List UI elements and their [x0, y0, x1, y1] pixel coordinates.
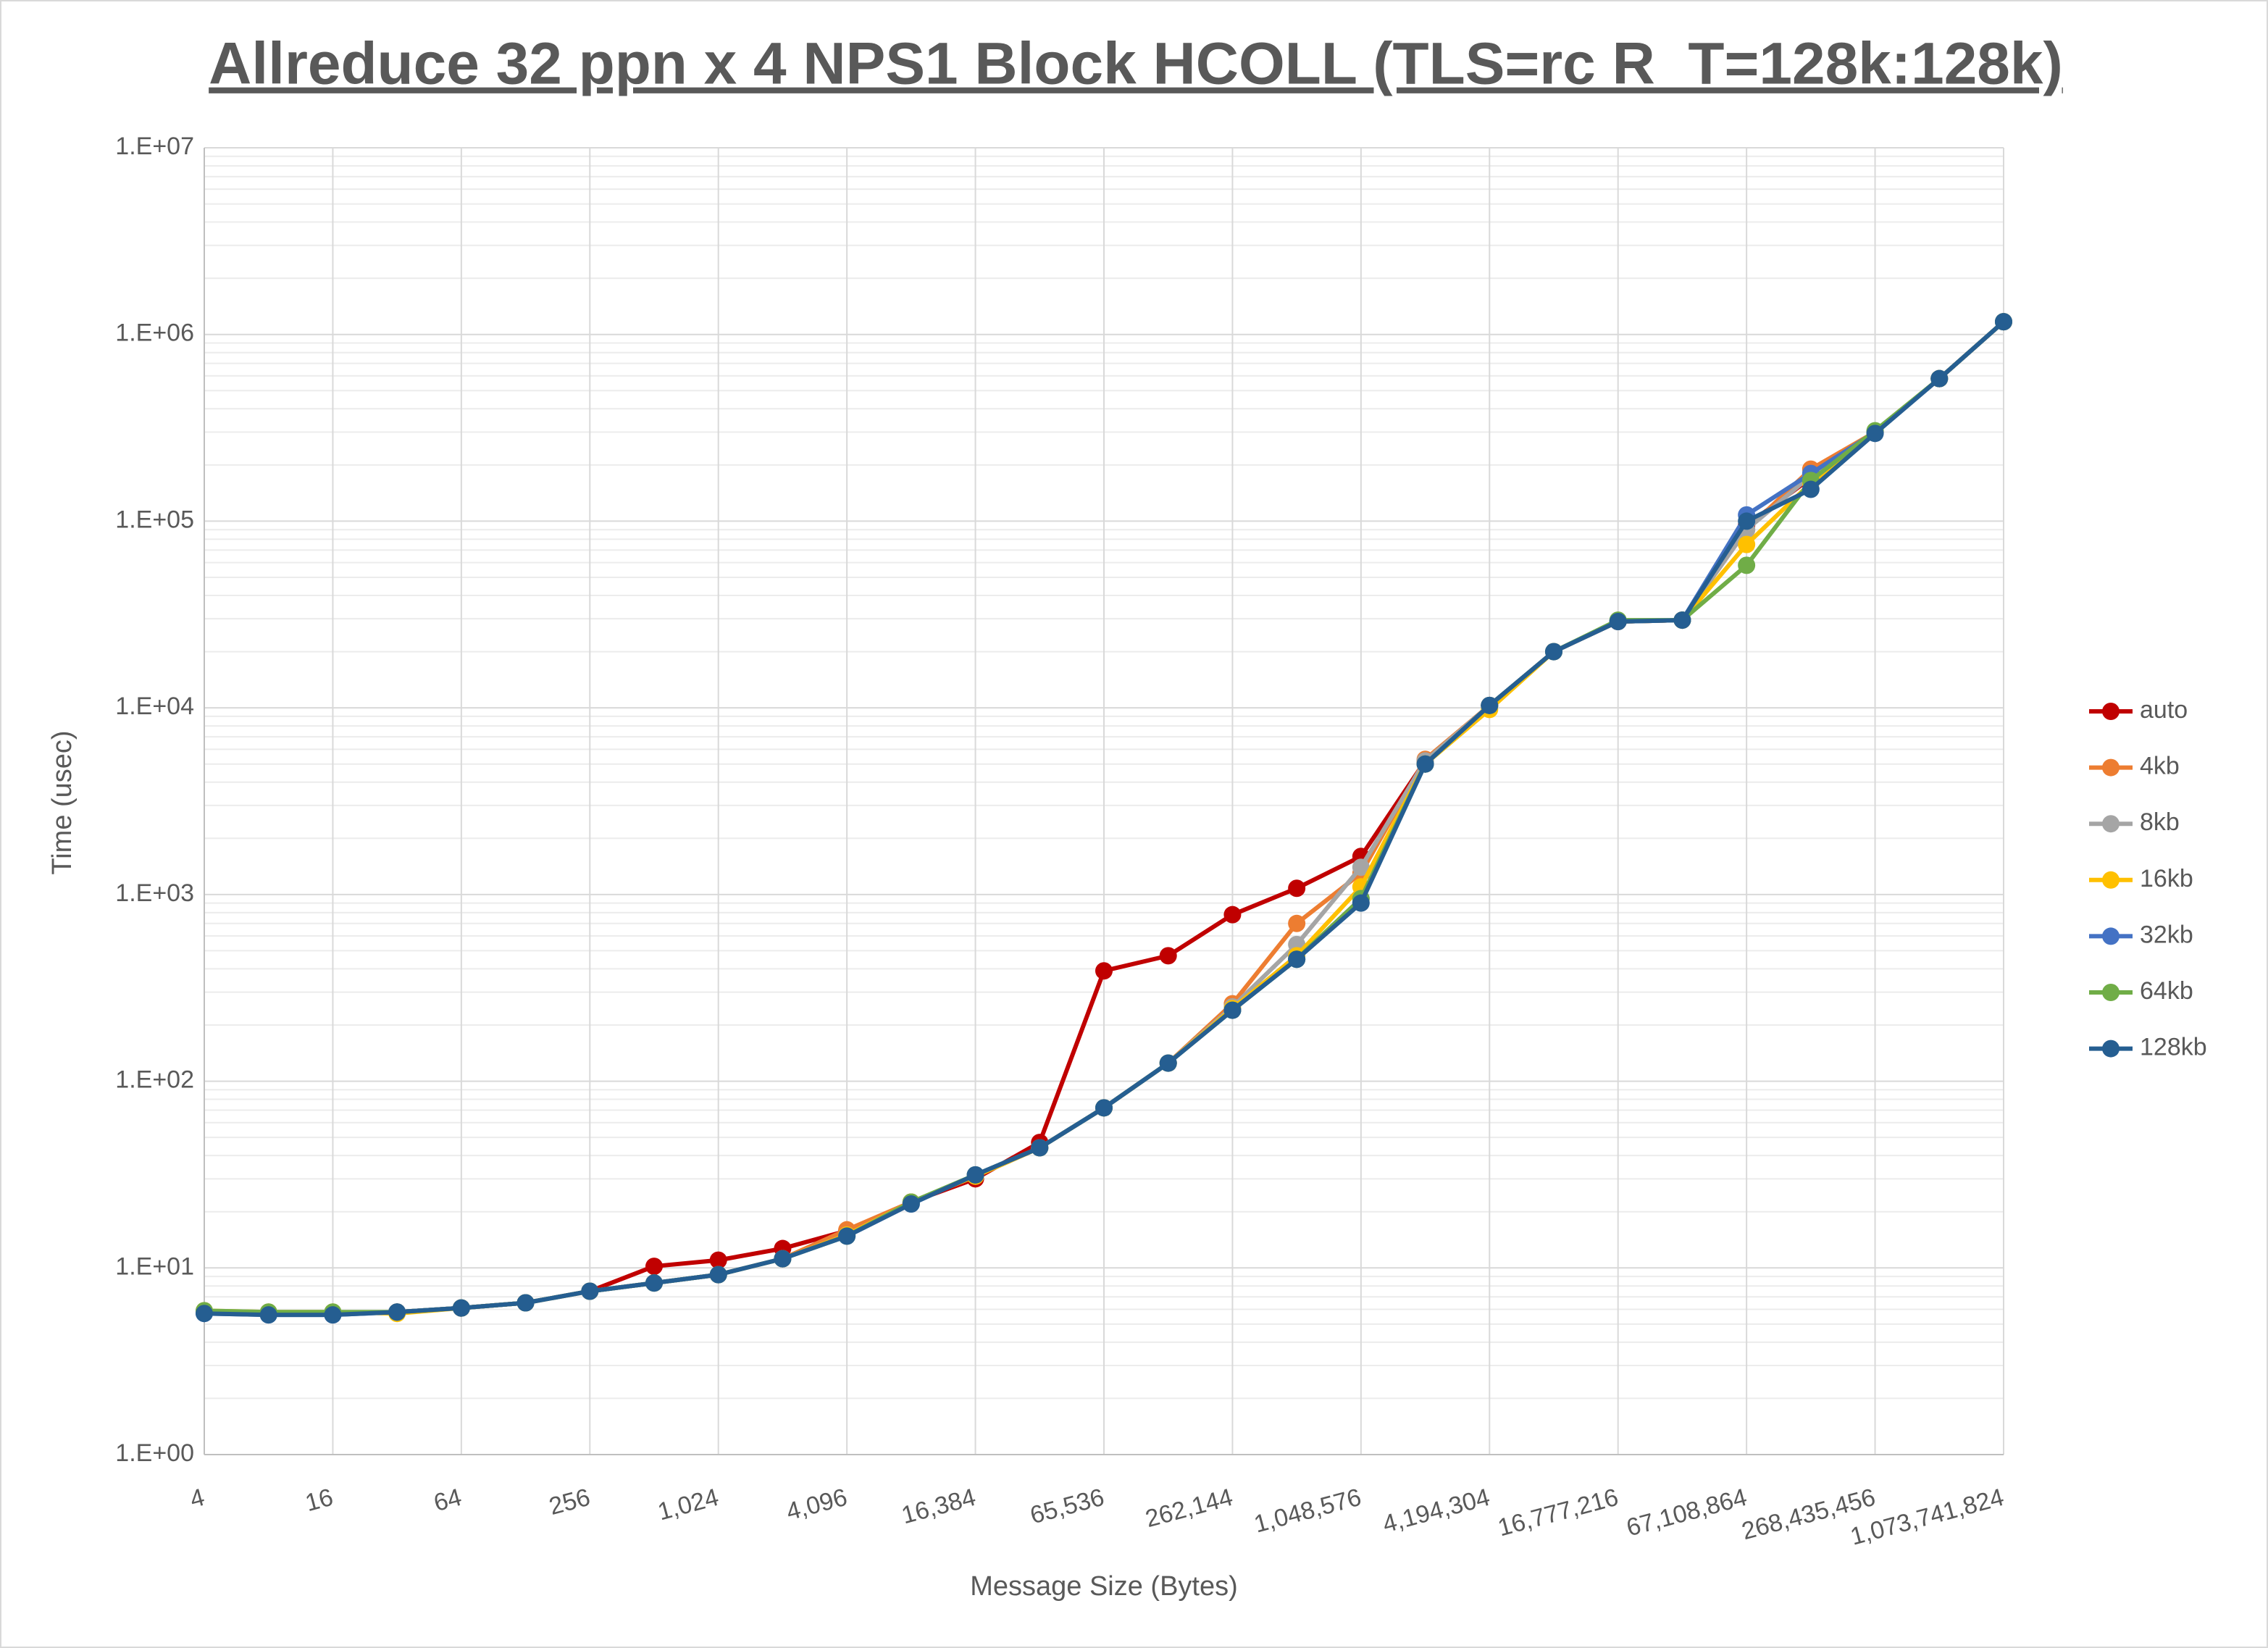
y-tick-label: 1.E+07	[115, 133, 194, 160]
legend-marker	[2102, 984, 2120, 1001]
legend-marker	[2102, 927, 2120, 945]
data-point	[902, 1195, 920, 1213]
data-point	[1031, 1139, 1049, 1157]
data-point	[516, 1294, 535, 1312]
data-point	[1738, 512, 1756, 530]
y-tick-label: 1.E+00	[115, 1439, 194, 1467]
data-point	[1352, 858, 1370, 877]
data-point	[1866, 424, 1884, 443]
legend-label: 16kb	[2140, 865, 2193, 892]
y-tick-label: 1.E+06	[115, 319, 194, 347]
legend-label: 128kb	[2140, 1034, 2207, 1061]
legend-marker	[2102, 1040, 2120, 1058]
data-point	[1095, 1099, 1113, 1117]
data-point	[452, 1299, 470, 1317]
data-point	[1738, 556, 1756, 574]
data-point	[966, 1166, 984, 1184]
y-tick-label: 1.E+03	[115, 879, 194, 907]
data-point	[709, 1266, 727, 1284]
legend-label: 64kb	[2140, 977, 2193, 1005]
legend-marker	[2102, 815, 2120, 833]
legend-label: 4kb	[2140, 753, 2180, 780]
data-point	[1352, 894, 1370, 912]
data-point	[324, 1306, 342, 1324]
data-point	[1609, 612, 1627, 630]
series	[196, 313, 2012, 1324]
data-point	[645, 1274, 663, 1292]
data-point	[1223, 905, 1242, 924]
data-point	[196, 1305, 213, 1323]
data-point	[774, 1250, 792, 1268]
data-point	[645, 1258, 663, 1276]
data-point	[1095, 962, 1113, 980]
data-point	[1673, 611, 1691, 629]
data-point	[1802, 480, 1820, 498]
legend-marker	[2102, 703, 2120, 720]
legend-label: 32kb	[2140, 921, 2193, 948]
chart-title: Allreduce 32 ppn x 4 NPS1 Block HCOLL (T…	[209, 31, 2063, 97]
y-axis-label: Time (usec)	[47, 730, 78, 874]
data-point	[1995, 313, 2012, 331]
data-point	[1481, 696, 1499, 714]
y-tick-label: 1.E+01	[115, 1252, 194, 1280]
y-tick-label: 1.E+02	[115, 1066, 194, 1094]
x-axis-label: Message Size (Bytes)	[970, 1571, 1238, 1602]
data-point	[1159, 947, 1177, 965]
data-point	[388, 1303, 406, 1321]
y-tick-label: 1.E+04	[115, 693, 194, 720]
data-point	[259, 1306, 277, 1324]
y-tick-label: 1.E+05	[115, 506, 194, 533]
legend-marker	[2102, 758, 2120, 777]
data-point	[1288, 950, 1306, 969]
data-point	[1416, 755, 1434, 773]
data-point	[1930, 369, 1949, 388]
data-point	[1159, 1054, 1177, 1072]
data-point	[1738, 535, 1756, 553]
legend-label: 8kb	[2140, 808, 2180, 836]
data-point	[838, 1227, 856, 1245]
legend-marker	[2102, 871, 2120, 889]
data-point	[709, 1251, 727, 1269]
data-point	[1288, 914, 1306, 932]
data-point	[581, 1282, 599, 1300]
data-point	[1545, 643, 1562, 661]
legend-label: auto	[2140, 696, 2188, 724]
data-point	[1223, 1001, 1242, 1019]
data-point	[1288, 879, 1306, 898]
